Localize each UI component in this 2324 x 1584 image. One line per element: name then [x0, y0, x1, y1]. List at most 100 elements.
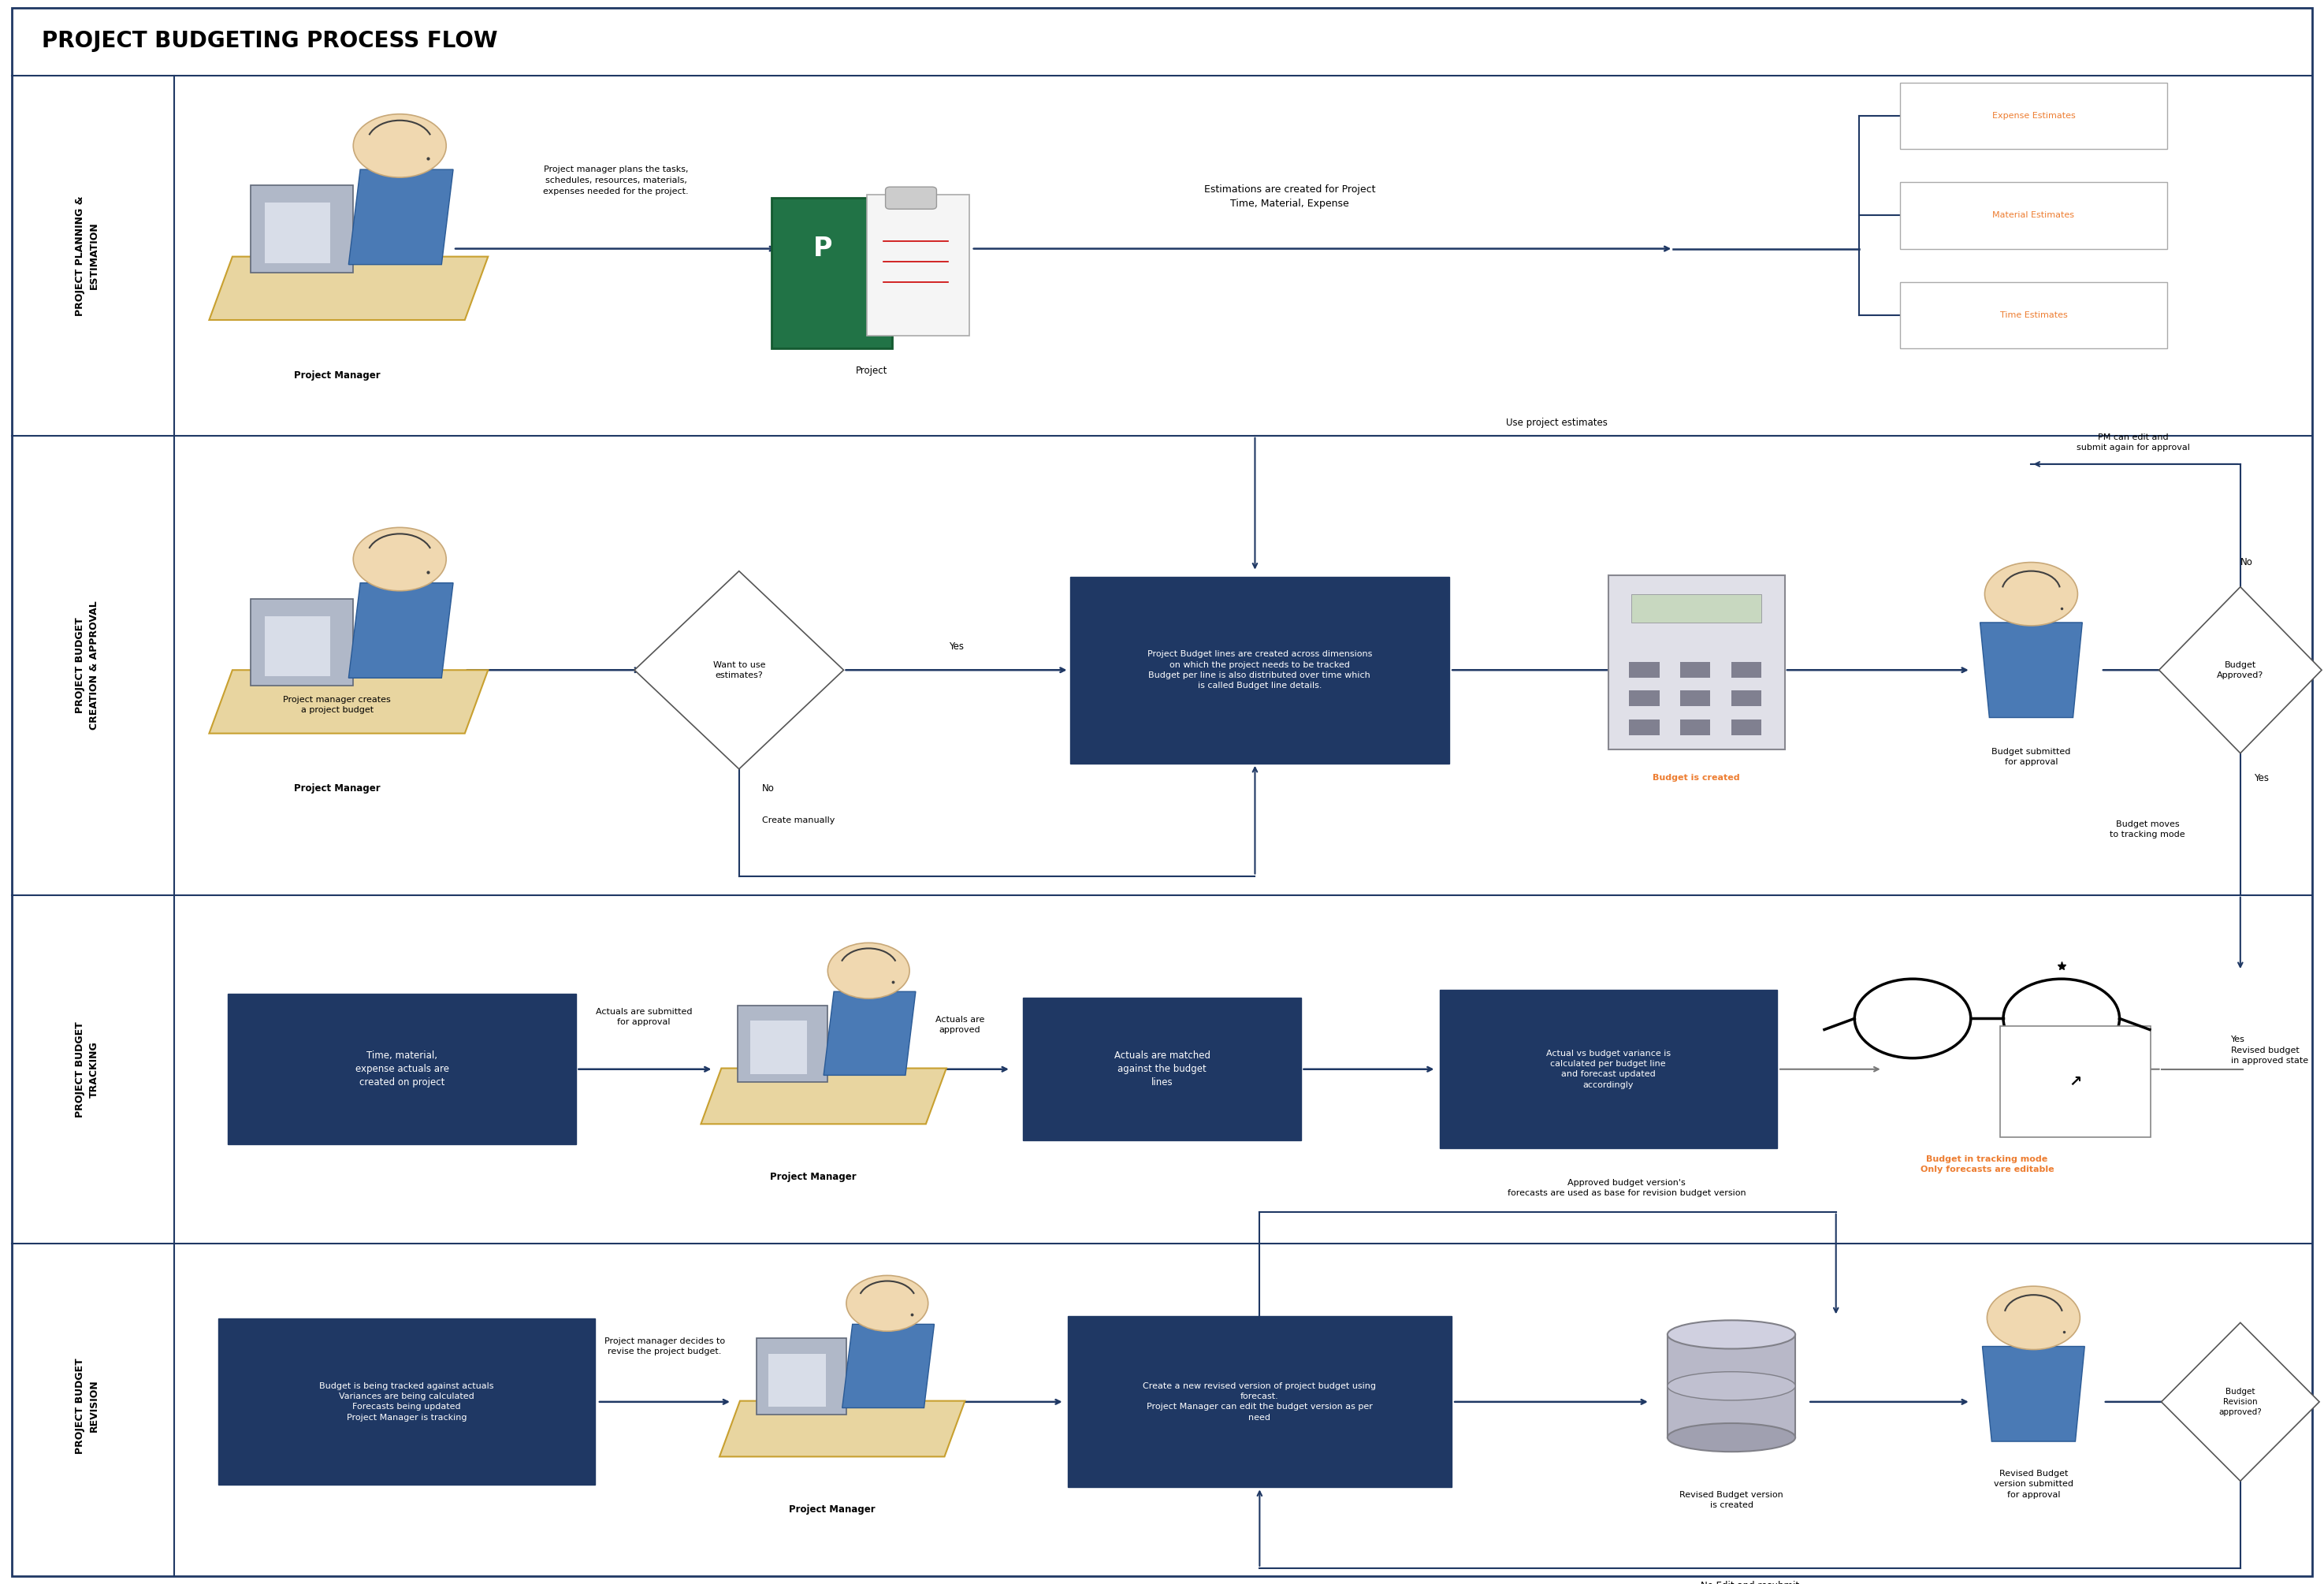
Text: Create a new revised version of project budget using
forecast.
Project Manager c: Create a new revised version of project …	[1143, 1383, 1376, 1421]
Text: Actuals are matched
against the budget
lines: Actuals are matched against the budget l…	[1113, 1050, 1211, 1088]
Polygon shape	[209, 670, 488, 733]
Polygon shape	[349, 583, 453, 678]
FancyBboxPatch shape	[251, 599, 353, 686]
Text: Budget is being tracked against actuals
Variances are being calculated
Forecasts: Budget is being tracked against actuals …	[318, 1383, 495, 1421]
FancyBboxPatch shape	[1608, 575, 1785, 749]
Polygon shape	[1982, 1346, 2085, 1441]
Polygon shape	[1980, 623, 2082, 718]
Polygon shape	[702, 1068, 946, 1125]
Text: Create manually: Create manually	[762, 817, 834, 824]
Circle shape	[1985, 562, 2078, 626]
Text: Actuals are submitted
for approval: Actuals are submitted for approval	[595, 1007, 693, 1026]
Text: Project manager creates
a project budget: Project manager creates a project budget	[284, 695, 390, 714]
Text: PROJECT BUDGET
TRACKING: PROJECT BUDGET TRACKING	[74, 1022, 100, 1117]
Text: Project Budget lines are created across dimensions
on which the project needs to: Project Budget lines are created across …	[1148, 651, 1371, 689]
Text: Project: Project	[855, 366, 888, 375]
FancyBboxPatch shape	[265, 203, 330, 263]
Text: Use project estimates: Use project estimates	[1506, 418, 1608, 428]
FancyBboxPatch shape	[1629, 691, 1659, 706]
Text: Revised Budget version
is created: Revised Budget version is created	[1680, 1491, 1783, 1510]
Text: PROJECT BUDGET
REVISION: PROJECT BUDGET REVISION	[74, 1357, 100, 1454]
Text: Time Estimates: Time Estimates	[1999, 312, 2068, 318]
Text: ↗: ↗	[2068, 1074, 2082, 1090]
FancyBboxPatch shape	[1069, 577, 1450, 763]
FancyBboxPatch shape	[1629, 662, 1659, 678]
Text: Expense Estimates: Expense Estimates	[1992, 112, 2075, 119]
Circle shape	[353, 114, 446, 177]
Text: Budget is created: Budget is created	[1652, 775, 1741, 781]
Text: Material Estimates: Material Estimates	[1992, 212, 2075, 219]
FancyBboxPatch shape	[1680, 662, 1710, 678]
Text: Project Manager: Project Manager	[293, 784, 381, 794]
FancyBboxPatch shape	[218, 1318, 595, 1486]
FancyBboxPatch shape	[265, 616, 330, 676]
Text: Project Manager: Project Manager	[788, 1505, 876, 1514]
Text: Revised Budget
version submitted
for approval: Revised Budget version submitted for app…	[1994, 1470, 2073, 1498]
FancyBboxPatch shape	[1680, 719, 1710, 735]
FancyBboxPatch shape	[1669, 1334, 1796, 1438]
FancyBboxPatch shape	[1731, 719, 1762, 735]
FancyBboxPatch shape	[1901, 182, 2168, 249]
Text: Project Manager: Project Manager	[293, 371, 381, 380]
FancyBboxPatch shape	[1023, 998, 1301, 1140]
Text: PROJECT PLANNING &
ESTIMATION: PROJECT PLANNING & ESTIMATION	[74, 196, 100, 315]
Ellipse shape	[1669, 1422, 1796, 1451]
Text: Budget moves
to tracking mode: Budget moves to tracking mode	[2110, 821, 2185, 840]
Ellipse shape	[1669, 1321, 1796, 1348]
Polygon shape	[209, 257, 488, 320]
Polygon shape	[634, 572, 844, 770]
FancyBboxPatch shape	[1069, 1316, 1452, 1487]
FancyBboxPatch shape	[1901, 82, 2168, 149]
FancyBboxPatch shape	[769, 1353, 825, 1407]
Text: Project manager decides to
revise the project budget.: Project manager decides to revise the pr…	[604, 1337, 725, 1356]
Polygon shape	[823, 992, 916, 1076]
FancyBboxPatch shape	[755, 1338, 846, 1415]
Circle shape	[846, 1275, 927, 1331]
Text: P: P	[813, 236, 832, 261]
FancyBboxPatch shape	[1629, 719, 1659, 735]
FancyBboxPatch shape	[751, 1020, 806, 1074]
Text: No: No	[762, 784, 774, 794]
Text: Budget submitted
for approval: Budget submitted for approval	[1992, 748, 2071, 767]
FancyBboxPatch shape	[1901, 282, 2168, 348]
Text: Actual vs budget variance is
calculated per budget line
and forecast updated
acc: Actual vs budget variance is calculated …	[1545, 1050, 1671, 1088]
Text: Project Manager: Project Manager	[769, 1172, 858, 1182]
FancyBboxPatch shape	[251, 185, 353, 272]
FancyBboxPatch shape	[867, 195, 969, 336]
FancyBboxPatch shape	[885, 187, 937, 209]
FancyBboxPatch shape	[772, 198, 892, 348]
FancyBboxPatch shape	[228, 995, 576, 1144]
Text: No Edit and resubmit: No Edit and resubmit	[1701, 1581, 1799, 1584]
Circle shape	[2003, 979, 2119, 1058]
FancyBboxPatch shape	[737, 1006, 827, 1082]
Text: Budget
Revision
approved?: Budget Revision approved?	[2219, 1388, 2261, 1416]
Text: PM can edit and
submit again for approval: PM can edit and submit again for approva…	[2078, 432, 2189, 451]
Text: PROJECT BUDGET
CREATION & APPROVAL: PROJECT BUDGET CREATION & APPROVAL	[74, 600, 100, 730]
Polygon shape	[2159, 588, 2322, 752]
Text: PROJECT BUDGETING PROCESS FLOW: PROJECT BUDGETING PROCESS FLOW	[42, 30, 497, 52]
FancyBboxPatch shape	[1631, 594, 1762, 623]
Text: Yes
Revised budget
in approved state: Yes Revised budget in approved state	[2231, 1036, 2308, 1064]
Circle shape	[1987, 1286, 2080, 1350]
Polygon shape	[349, 169, 453, 265]
FancyBboxPatch shape	[2001, 1026, 2152, 1137]
Text: No: No	[2240, 558, 2252, 567]
Ellipse shape	[1669, 1372, 1796, 1400]
Polygon shape	[841, 1324, 934, 1408]
Text: Actuals are
approved: Actuals are approved	[934, 1015, 985, 1034]
Circle shape	[827, 942, 909, 998]
Circle shape	[353, 527, 446, 591]
Text: Budget
Approved?: Budget Approved?	[2217, 661, 2264, 680]
Polygon shape	[720, 1400, 964, 1457]
FancyBboxPatch shape	[1731, 691, 1762, 706]
Text: Time, material,
expense actuals are
created on project: Time, material, expense actuals are crea…	[356, 1050, 449, 1088]
FancyBboxPatch shape	[1680, 691, 1710, 706]
Polygon shape	[2161, 1323, 2319, 1481]
FancyBboxPatch shape	[1441, 990, 1778, 1148]
FancyBboxPatch shape	[12, 8, 2312, 1576]
Text: Want to use
estimates?: Want to use estimates?	[713, 661, 765, 680]
Text: Yes: Yes	[948, 642, 964, 651]
Text: Estimations are created for Project
Time, Material, Expense: Estimations are created for Project Time…	[1204, 184, 1376, 209]
FancyBboxPatch shape	[1731, 662, 1762, 678]
Text: Approved budget version's
forecasts are used as base for revision budget version: Approved budget version's forecasts are …	[1508, 1178, 1745, 1198]
